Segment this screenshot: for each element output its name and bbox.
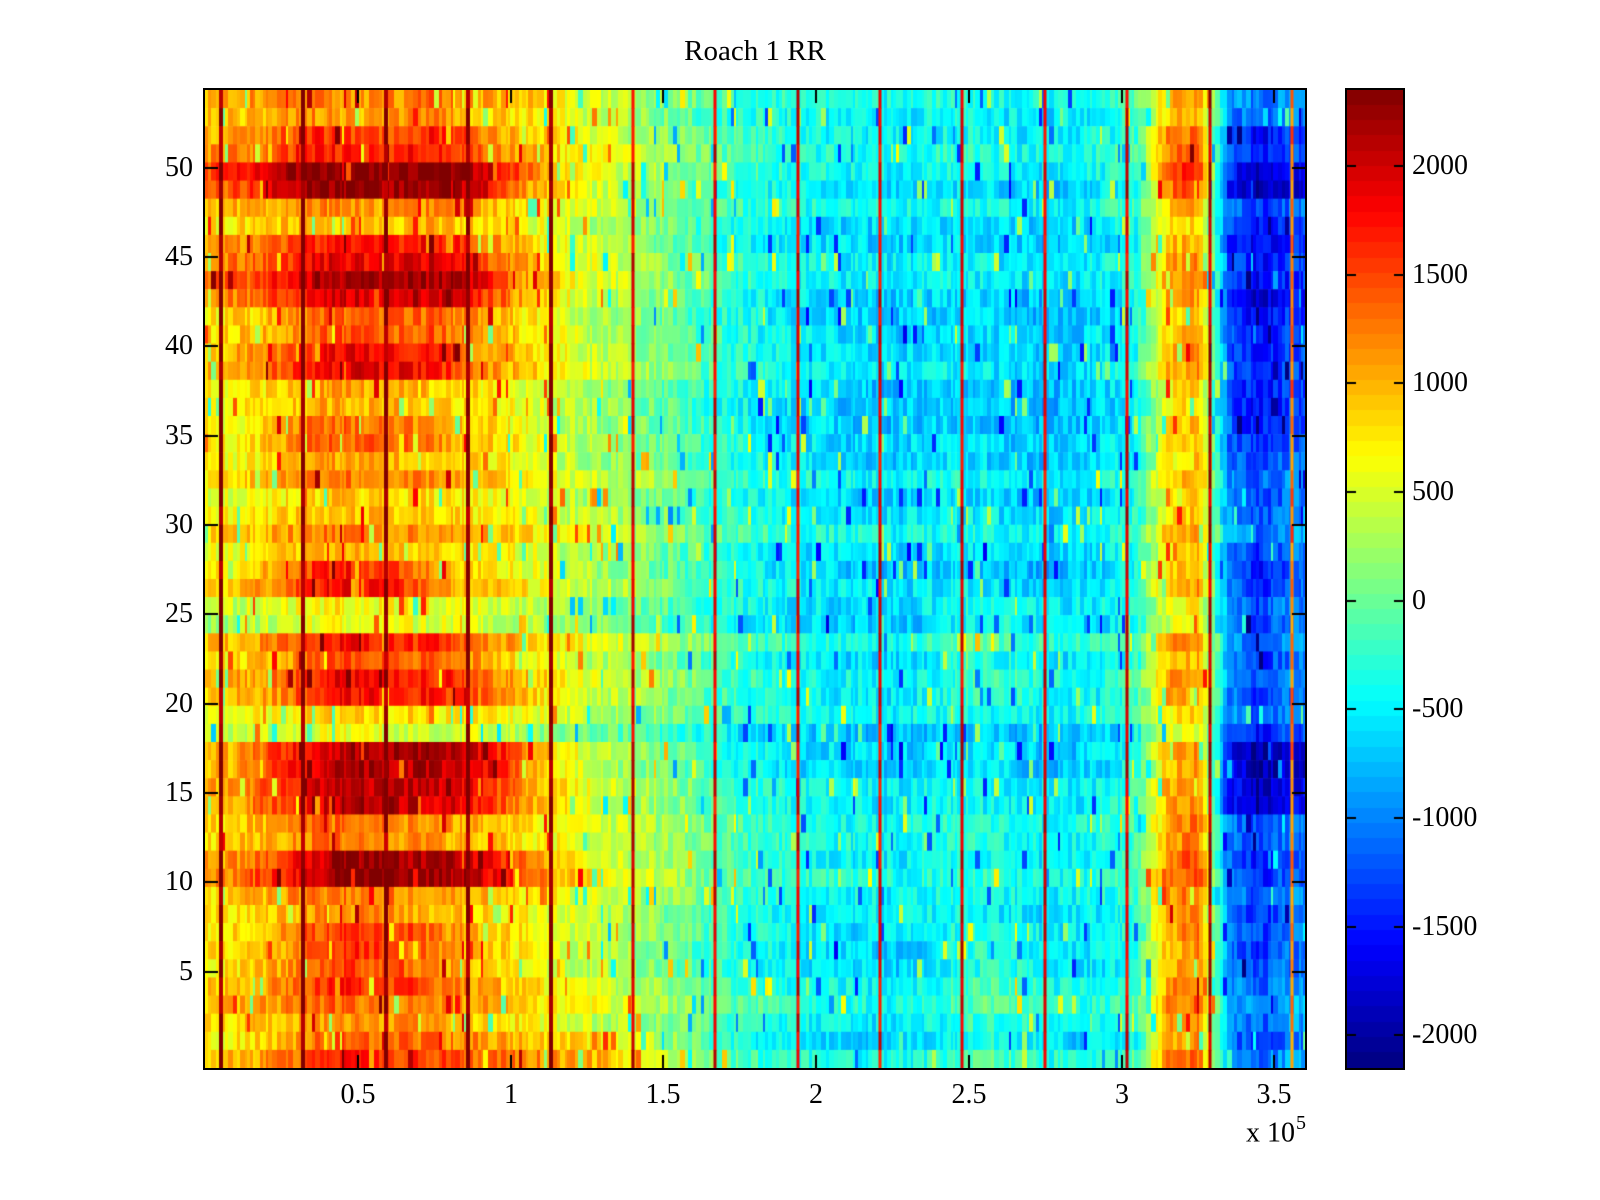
x-tick-label: 3.5 — [1256, 1079, 1292, 1110]
x-tick-label: 1 — [504, 1079, 518, 1110]
colorbar-tick-label: 500 — [1412, 476, 1454, 507]
colorbar-tick-label: -1500 — [1412, 911, 1478, 942]
x-tick-label: 0.5 — [340, 1079, 376, 1110]
colorbar-tick-label: 2000 — [1412, 150, 1468, 181]
x-axis-exponent-label: x 105 — [1165, 1108, 1306, 1150]
y-tick-label: 10 — [165, 866, 193, 897]
y-tick-label: 30 — [165, 509, 193, 540]
y-tick-label: 5 — [179, 956, 193, 987]
colorbar — [1345, 88, 1405, 1070]
heatmap-canvas — [205, 90, 1305, 1068]
x-tick-label: 1.5 — [645, 1079, 681, 1110]
colorbar-tick-label: -2000 — [1412, 1019, 1478, 1050]
y-tick-label: 25 — [165, 598, 193, 629]
y-tick-label: 20 — [165, 688, 193, 719]
x-tick-label: 2 — [809, 1079, 823, 1110]
y-tick-label: 45 — [165, 241, 193, 272]
plot-area — [203, 88, 1307, 1070]
y-tick-label: 15 — [165, 777, 193, 808]
colorbar-canvas — [1347, 90, 1403, 1068]
exponent-base-text: x 10 — [1246, 1117, 1295, 1149]
x-tick-label: 2.5 — [951, 1079, 987, 1110]
colorbar-tick-label: -500 — [1412, 693, 1464, 724]
chart-title: Roach 1 RR — [684, 35, 826, 67]
y-tick-label: 35 — [165, 420, 193, 451]
x-tick-label: 3 — [1115, 1079, 1129, 1110]
colorbar-tick-label: 1500 — [1412, 259, 1468, 290]
colorbar-tick-label: 1000 — [1412, 367, 1468, 398]
colorbar-tick-label: 0 — [1412, 585, 1426, 616]
y-tick-label: 50 — [165, 152, 193, 183]
colorbar-tick-label: -1000 — [1412, 802, 1478, 833]
y-tick-label: 40 — [165, 330, 193, 361]
exponent-power-text: 5 — [1296, 1112, 1306, 1134]
